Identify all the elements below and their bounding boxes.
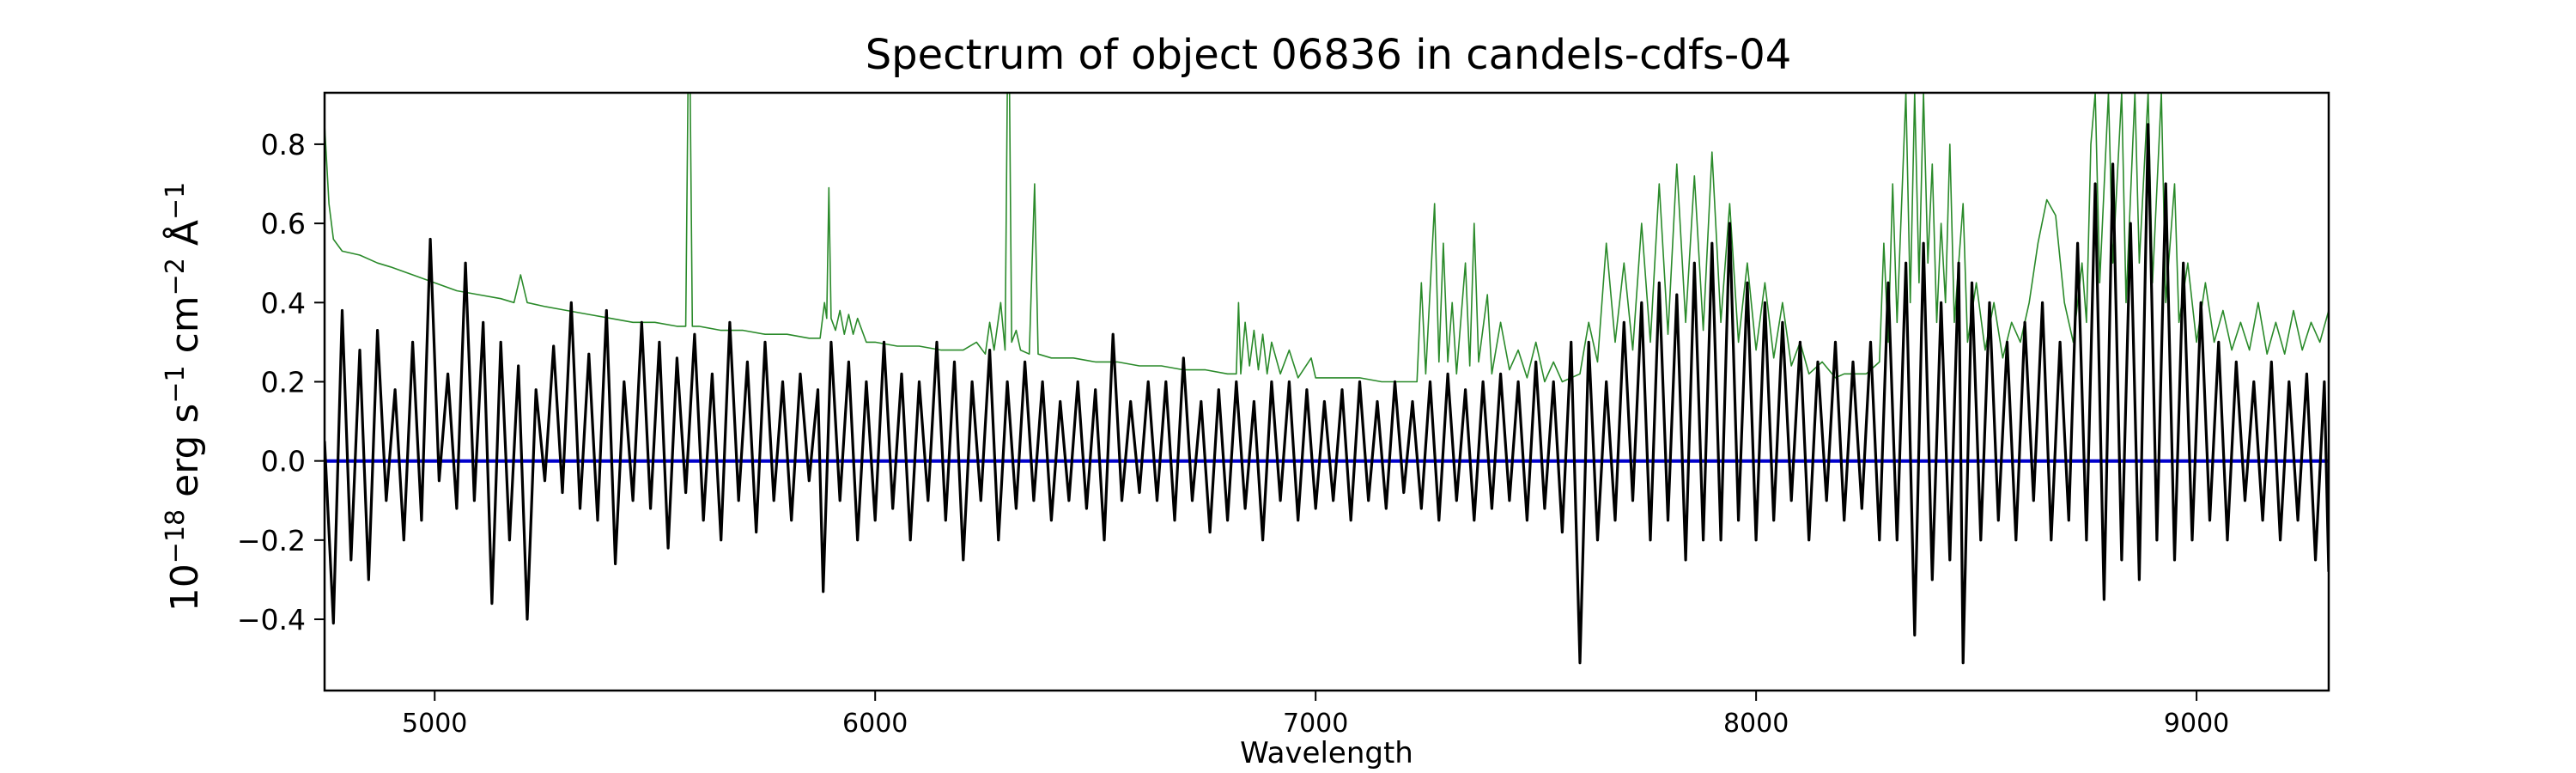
y-label-exp-cm: −2 — [161, 258, 191, 295]
y-tick-label: 0.4 — [261, 286, 306, 320]
y-label-angstrom: Å — [161, 220, 207, 258]
series-layer — [325, 93, 2329, 665]
y-tick-label: 0.2 — [261, 365, 306, 399]
plot-frame — [323, 91, 2330, 692]
y-label-exp-s: −1 — [161, 365, 191, 403]
y-axis: −0.4 −0.2 0.0 0.2 0.4 0.6 0.8 — [237, 128, 325, 636]
x-tick-label: 9000 — [2164, 709, 2229, 739]
y-axis-label: 10−18 erg s−1 cm−2 Å−1 — [161, 182, 207, 612]
x-tick-label: 8000 — [1723, 709, 1789, 739]
y-tick-label: −0.4 — [237, 603, 306, 636]
x-tick-label: 5000 — [402, 709, 467, 739]
y-label-erg: erg s — [163, 404, 207, 509]
x-tick-label: 6000 — [842, 709, 908, 739]
y-label-exp-a: −1 — [161, 182, 191, 220]
y-label-base: 10 — [163, 563, 207, 612]
x-axis-label: Wavelength — [1240, 736, 1413, 770]
x-tick-label: 7000 — [1283, 709, 1348, 739]
y-tick-label: −0.2 — [237, 524, 306, 557]
y-label-cm: cm — [163, 295, 207, 365]
flux-series-line — [325, 123, 2329, 665]
y-label-exp-base: −18 — [161, 509, 191, 563]
y-tick-label: 0.6 — [261, 207, 306, 240]
x-axis: 5000 6000 7000 8000 9000 — [402, 691, 2229, 739]
chart-title: Spectrum of object 06836 in candels-cdfs… — [866, 31, 1792, 79]
y-tick-label: 0.0 — [261, 445, 306, 478]
y-tick-label: 0.8 — [261, 128, 306, 161]
error-series-line — [325, 93, 2329, 383]
